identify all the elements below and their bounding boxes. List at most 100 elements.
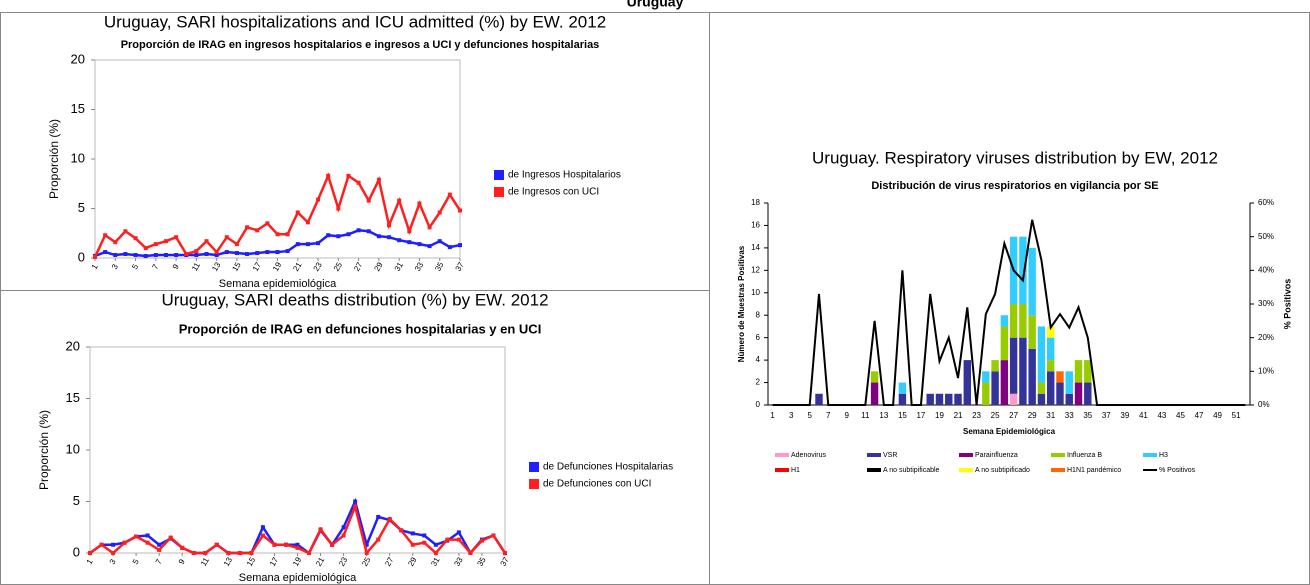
legend-swatch <box>529 462 539 472</box>
x-tick-label: 51 <box>1232 411 1241 420</box>
point-marker <box>376 537 381 542</box>
y-tick-label: 20 <box>66 338 80 353</box>
bar-segment <box>1047 326 1055 338</box>
point-marker <box>226 551 231 555</box>
x-tick-label: 7 <box>826 411 831 420</box>
bar-segment <box>1037 382 1046 394</box>
legend-swatch <box>1051 453 1065 457</box>
x-tick-label: 25 <box>991 411 1000 420</box>
point-marker <box>353 499 358 504</box>
point-marker <box>174 253 179 258</box>
point-marker <box>93 255 97 260</box>
x-tick-label: 5 <box>131 557 141 566</box>
legend-label: H1 <box>791 467 800 474</box>
y-tick-label: 8 <box>756 310 761 319</box>
legend-label: % Positivos <box>1159 467 1196 474</box>
y-tick-label: 2 <box>756 378 761 387</box>
y-axis-label: Número de Muestras Positivas <box>737 245 746 362</box>
chart-caption: Uruguay, SARI hospitalizations and ICU a… <box>104 12 606 31</box>
x-tick-label: 1 <box>85 557 95 566</box>
bar-segment <box>1009 337 1018 394</box>
point-marker <box>305 220 310 225</box>
bar-segment <box>1056 371 1064 383</box>
point-marker <box>111 542 116 547</box>
point-marker <box>387 223 392 228</box>
point-marker <box>249 551 254 555</box>
point-marker <box>113 253 118 258</box>
bar-segment <box>1074 382 1083 405</box>
point-marker <box>204 239 209 244</box>
legend-label: H3 <box>1159 452 1168 459</box>
y-tick-label: 18 <box>751 198 760 207</box>
point-marker <box>397 198 402 203</box>
bar-segment <box>1065 393 1073 405</box>
x-tick-label: 9 <box>171 262 181 271</box>
point-marker <box>330 542 335 547</box>
point-marker <box>194 253 199 258</box>
point-marker <box>285 249 290 254</box>
bar-segment <box>1065 371 1073 394</box>
point-marker <box>427 225 432 230</box>
bar-segment <box>1019 337 1027 405</box>
bar-segment <box>815 393 823 405</box>
x-tick-label: 15 <box>898 411 907 420</box>
x-tick-label: 9 <box>845 411 850 420</box>
point-marker <box>458 208 462 213</box>
point-marker <box>433 542 438 547</box>
y-tick-label: 5 <box>78 200 85 215</box>
point-marker <box>433 551 438 555</box>
bar-segment <box>1019 236 1027 304</box>
point-marker <box>143 246 148 251</box>
point-marker <box>356 180 361 185</box>
point-marker <box>427 244 432 249</box>
x-axis-label: Semana Epidemiológica <box>963 427 1056 436</box>
legend-swatch <box>775 468 789 472</box>
point-marker <box>191 551 196 555</box>
point-marker <box>318 527 323 532</box>
x-tick-label: 7 <box>150 262 160 271</box>
point-marker <box>88 551 92 555</box>
x-axis-label: Semana epidemiológica <box>239 572 357 584</box>
point-marker <box>346 173 351 178</box>
bar-segment <box>982 371 990 383</box>
point-marker <box>260 533 265 538</box>
bar-segment <box>1047 337 1055 361</box>
legend-label: de Defunciones Hospitalarias <box>543 462 673 473</box>
y2-tick-label: 10% <box>1258 366 1274 375</box>
bar-segment <box>963 360 971 405</box>
bar-segment <box>991 360 999 372</box>
point-marker <box>458 243 462 248</box>
x-tick-label: 5 <box>807 411 812 420</box>
x-tick-label: 31 <box>1046 411 1055 420</box>
point-marker <box>417 242 422 247</box>
point-marker <box>445 537 450 542</box>
point-marker <box>316 241 321 246</box>
legend-label: Influenza B <box>1067 452 1102 459</box>
point-marker <box>422 533 427 538</box>
y-axis-label: Proporción (%) <box>47 119 61 199</box>
point-marker <box>224 250 229 255</box>
y-tick-label: 15 <box>71 101 85 116</box>
y-tick-label: 0 <box>73 544 80 559</box>
point-marker <box>133 253 138 258</box>
point-marker <box>295 542 300 547</box>
point-marker <box>204 252 209 257</box>
x-tick-label: 9 <box>177 557 187 566</box>
y-tick-label: 12 <box>751 265 760 274</box>
x-tick-label: 27 <box>1009 411 1018 420</box>
bar-segment <box>1084 360 1092 383</box>
point-marker <box>245 225 250 230</box>
point-marker <box>143 254 148 259</box>
point-marker <box>316 197 321 202</box>
point-marker <box>214 253 219 258</box>
point-marker <box>255 251 260 256</box>
point-marker <box>157 547 162 552</box>
bar-segment <box>870 371 879 383</box>
point-marker <box>387 235 392 240</box>
chart-title: Distribución de virus respiratorios en v… <box>871 180 1158 192</box>
y-tick-label: 0 <box>756 400 761 409</box>
point-marker <box>341 533 346 538</box>
legend-swatch <box>959 453 973 457</box>
point-marker <box>336 206 341 211</box>
